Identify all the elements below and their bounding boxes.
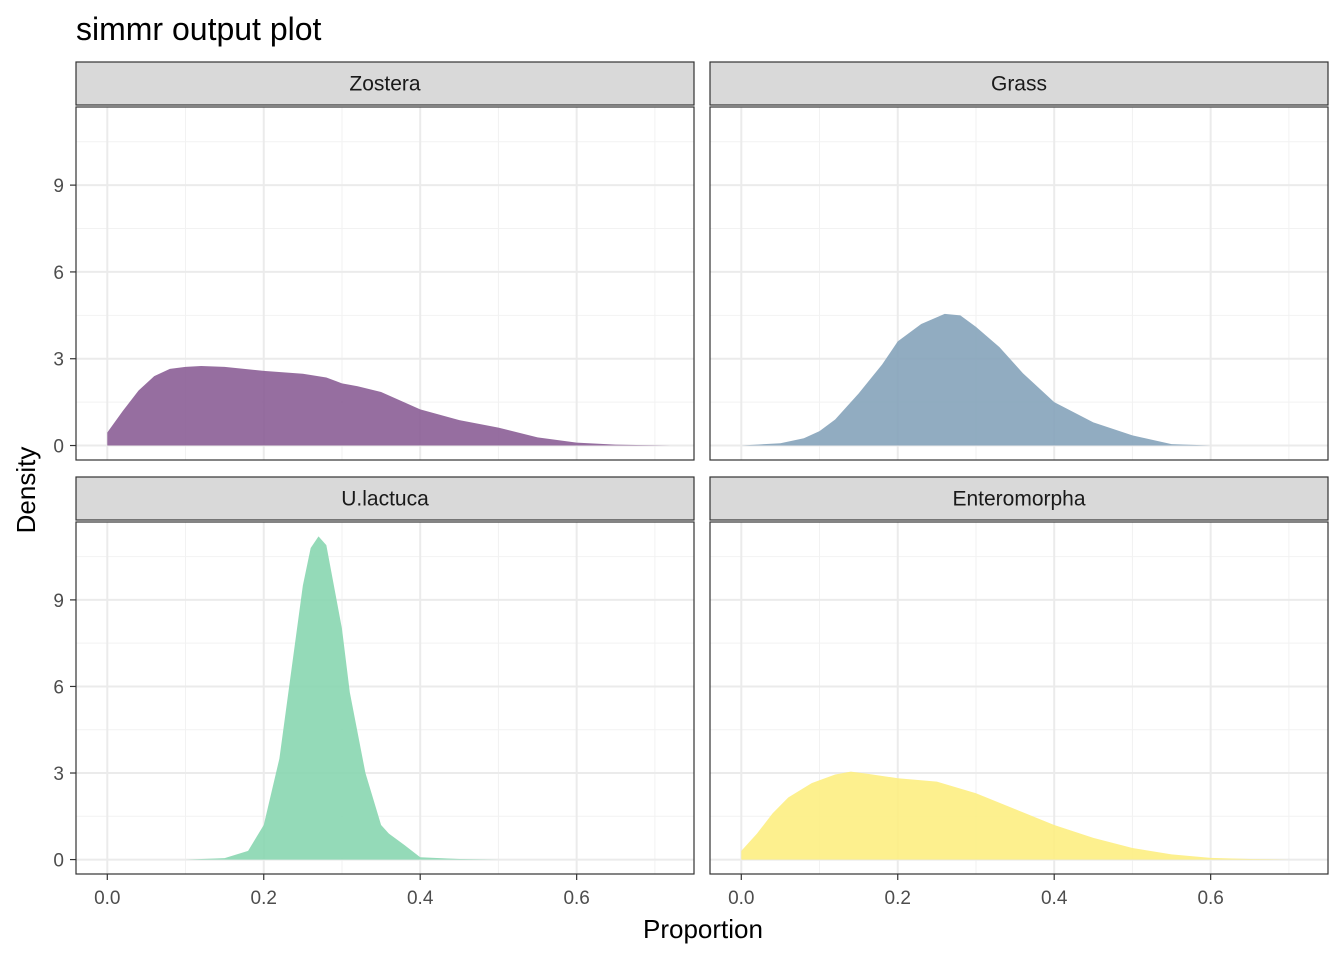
facet-panel: U.lactuca 0 3 6 9 0.0 0.2 0.4 0.6 [53, 476, 695, 909]
strip-box [709, 476, 1329, 521]
panel-border [75, 106, 695, 461]
y-tick-label: 6 [53, 677, 64, 698]
density-area [185, 536, 499, 860]
panel-border [709, 521, 1329, 875]
density-area [107, 365, 671, 446]
facet-panel: Zostera 0 3 6 9 [53, 61, 695, 461]
strip-label: Enteromorpha [952, 488, 1085, 511]
facet-panel: Grass [709, 61, 1329, 461]
y-tick-label: 0 [53, 437, 64, 458]
x-axis-title: Proportion [643, 914, 763, 944]
facet-panel: Enteromorpha 0.0 0.2 0.4 0.6 [709, 476, 1329, 909]
y-axis-title: Density [11, 447, 41, 534]
x-tick-label: 0.0 [728, 888, 754, 909]
panel-border [709, 106, 1329, 461]
density-area [741, 771, 1289, 860]
panel-background [76, 522, 694, 874]
strip-label: Zostera [349, 73, 421, 96]
facet-panels: Zostera 0 3 6 9 Grass U.lactuca 0 3 6 9 0.0 0.2 0.4 0.… [53, 61, 1329, 909]
y-tick-label: 0 [53, 851, 64, 872]
strip-label: U.lactuca [341, 488, 429, 511]
x-tick-label: 0.2 [251, 888, 277, 909]
strip-box [75, 61, 695, 106]
x-tick-label: 0.6 [1197, 888, 1223, 909]
plot-title: simmr output plot [76, 11, 322, 47]
y-tick-label: 9 [53, 591, 64, 612]
x-tick-label: 0.0 [94, 888, 120, 909]
x-tick-label: 0.4 [1041, 888, 1068, 909]
y-tick-label: 6 [53, 263, 64, 284]
x-tick-label: 0.6 [563, 888, 589, 909]
y-tick-label: 9 [53, 176, 64, 197]
strip-label: Grass [991, 73, 1047, 96]
y-tick-label: 3 [53, 764, 64, 785]
strip-box [75, 476, 695, 521]
panel-border [75, 521, 695, 875]
strip-box [709, 61, 1329, 106]
y-tick-label: 3 [53, 350, 64, 371]
x-tick-label: 0.4 [407, 888, 434, 909]
x-tick-label: 0.2 [885, 888, 911, 909]
density-area [741, 313, 1211, 446]
